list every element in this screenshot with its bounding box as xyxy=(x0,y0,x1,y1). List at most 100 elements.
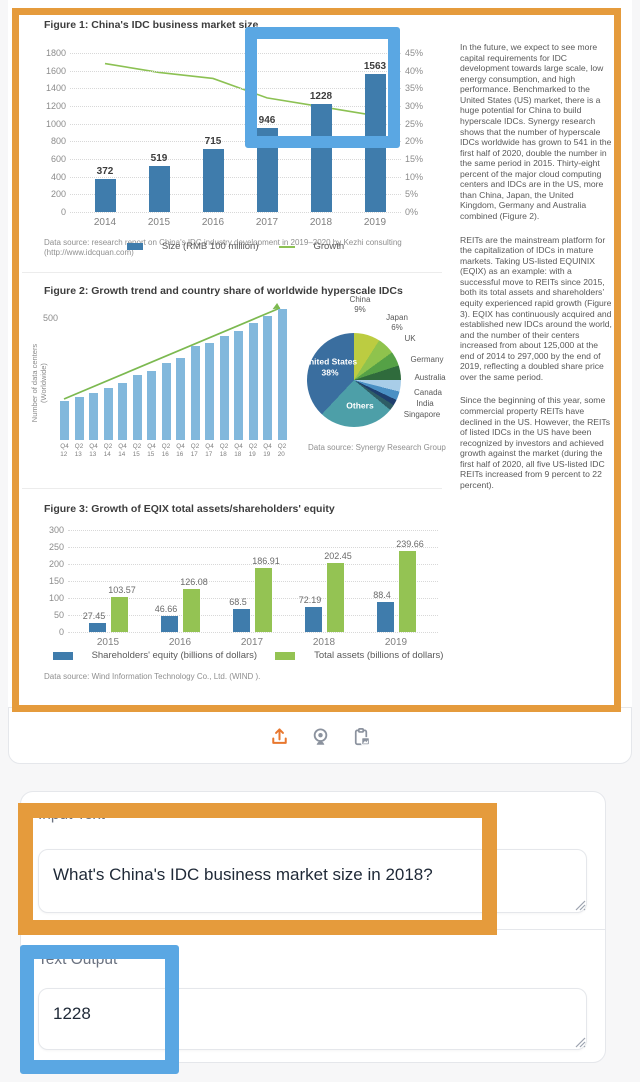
bar xyxy=(60,401,69,440)
bar-value-label: 126.08 xyxy=(180,577,208,588)
y-axis-tick: 1800 xyxy=(45,48,66,58)
x-axis-tick: Q4 12 xyxy=(60,443,69,458)
x-axis-tick: 2018 xyxy=(312,637,336,648)
figure3-title: Figure 3: Growth of EQIX total assets/sh… xyxy=(44,503,335,515)
grid-line xyxy=(68,598,438,599)
input-text-field[interactable]: What's China's IDC business market size … xyxy=(38,849,587,913)
y-axis-tick-right: 5% xyxy=(405,189,419,200)
bar-value-label: 239.66 xyxy=(396,538,424,549)
section-divider xyxy=(22,272,442,273)
bar xyxy=(254,568,272,632)
bar xyxy=(304,607,322,632)
y-axis-tick: 50 xyxy=(53,610,64,620)
x-axis-tick: Q4 16 xyxy=(176,443,185,458)
x-axis-tick: Q4 18 xyxy=(234,443,243,458)
grid-line xyxy=(70,176,401,178)
y-axis-tick: 300 xyxy=(48,525,64,535)
y-axis-tick: 1400 xyxy=(45,83,66,94)
bar-value-label: 372 xyxy=(96,166,114,178)
grid-line xyxy=(70,123,401,125)
grid-line xyxy=(68,530,438,531)
bar xyxy=(376,601,394,632)
x-axis-tick: 2015 xyxy=(147,217,171,228)
article-text-column: In the future, we expect to see more cap… xyxy=(460,42,612,491)
y-axis-tick-right: 15% xyxy=(405,154,424,164)
bar xyxy=(248,322,258,440)
image-footer-divider xyxy=(9,707,631,708)
y-axis-tick-right: 25% xyxy=(405,118,424,129)
bar xyxy=(263,316,272,440)
bar xyxy=(118,383,127,440)
y-axis-tick: 1000 xyxy=(45,118,66,129)
y-axis-tick-right: 35% xyxy=(405,83,424,94)
y-axis-tick-right: 40% xyxy=(405,65,424,76)
bar xyxy=(103,387,113,440)
grid-line xyxy=(70,53,401,54)
figure2-title: Figure 2: Growth trend and country share… xyxy=(44,285,403,297)
pie-slice-label: Germany xyxy=(410,355,444,364)
bar-value-label: 202.45 xyxy=(324,551,352,562)
x-axis-tick: 2019 xyxy=(363,217,387,228)
bar-value-label: 46.66 xyxy=(154,604,178,615)
document-image[interactable]: Figure 1: China's IDC business market si… xyxy=(8,0,632,707)
y-axis-tick: 500 xyxy=(42,313,58,323)
bar xyxy=(277,309,287,440)
x-axis-tick: Q2 18 xyxy=(219,443,229,458)
bar xyxy=(74,396,84,440)
bar-value-label: 519 xyxy=(150,153,168,165)
x-axis-tick: Q2 20 xyxy=(277,443,287,458)
webcam-icon[interactable] xyxy=(308,725,332,749)
grid-line xyxy=(68,632,438,633)
y-axis-tick: 200 xyxy=(48,559,64,569)
bar xyxy=(182,589,200,632)
y-axis-tick: 600 xyxy=(50,154,66,164)
figure3-legend: Shareholders' equity (billions of dollar… xyxy=(48,650,448,661)
article-paragraph: REITs are the mainstream platform for th… xyxy=(460,234,612,382)
x-axis-tick: 2016 xyxy=(168,637,192,648)
upload-icon[interactable] xyxy=(267,725,291,749)
x-axis-tick: Q2 16 xyxy=(161,443,171,458)
grid-line xyxy=(70,194,401,196)
bar xyxy=(160,616,178,632)
io-panel-divider xyxy=(20,929,606,930)
grid-line xyxy=(70,212,401,213)
bar xyxy=(132,375,142,440)
y-axis-tick-right: 10% xyxy=(405,171,424,182)
pie-slice-label: Singapore xyxy=(403,410,441,419)
bar xyxy=(398,550,416,632)
bar-value-label: 88.4 xyxy=(373,589,391,600)
pie-slice-label: China 9% xyxy=(349,295,371,314)
y-axis-tick-right: 30% xyxy=(405,101,424,111)
x-axis-tick: 2018 xyxy=(309,217,333,228)
bar-value-label: 68.5 xyxy=(229,596,247,607)
y-axis-tick: 100 xyxy=(48,593,64,603)
bar xyxy=(161,362,171,440)
x-axis-tick: 2019 xyxy=(384,637,408,648)
x-axis-tick: Q2 15 xyxy=(132,443,142,458)
bar-value-label: 186.91 xyxy=(252,556,280,567)
grid-line xyxy=(70,70,401,72)
clipboard-paste-image-icon[interactable] xyxy=(349,725,373,749)
bar xyxy=(219,335,229,440)
y-axis-tick: 0 xyxy=(58,627,64,637)
bar xyxy=(234,331,243,440)
bar-value-label: 1228 xyxy=(309,90,333,102)
bar xyxy=(147,370,156,440)
text-output-field[interactable]: 1228 xyxy=(38,988,587,1050)
bar-value-label: 27.45 xyxy=(82,610,106,621)
grid-line xyxy=(70,88,401,90)
pie-slice-label: United States 38% xyxy=(302,356,358,377)
bar xyxy=(88,622,106,632)
grid-line xyxy=(70,141,401,143)
pie-chart xyxy=(307,333,401,427)
x-axis-tick: 2014 xyxy=(93,217,117,228)
bar-value-label: 1563 xyxy=(363,60,387,72)
bar xyxy=(190,345,200,440)
x-axis-tick: Q2 17 xyxy=(190,443,200,458)
bar xyxy=(94,179,116,212)
grid-line xyxy=(70,159,401,160)
y-axis-tick-right: 45% xyxy=(405,48,424,58)
grid-line xyxy=(68,564,438,565)
text-output-label: Text Output xyxy=(38,951,118,968)
